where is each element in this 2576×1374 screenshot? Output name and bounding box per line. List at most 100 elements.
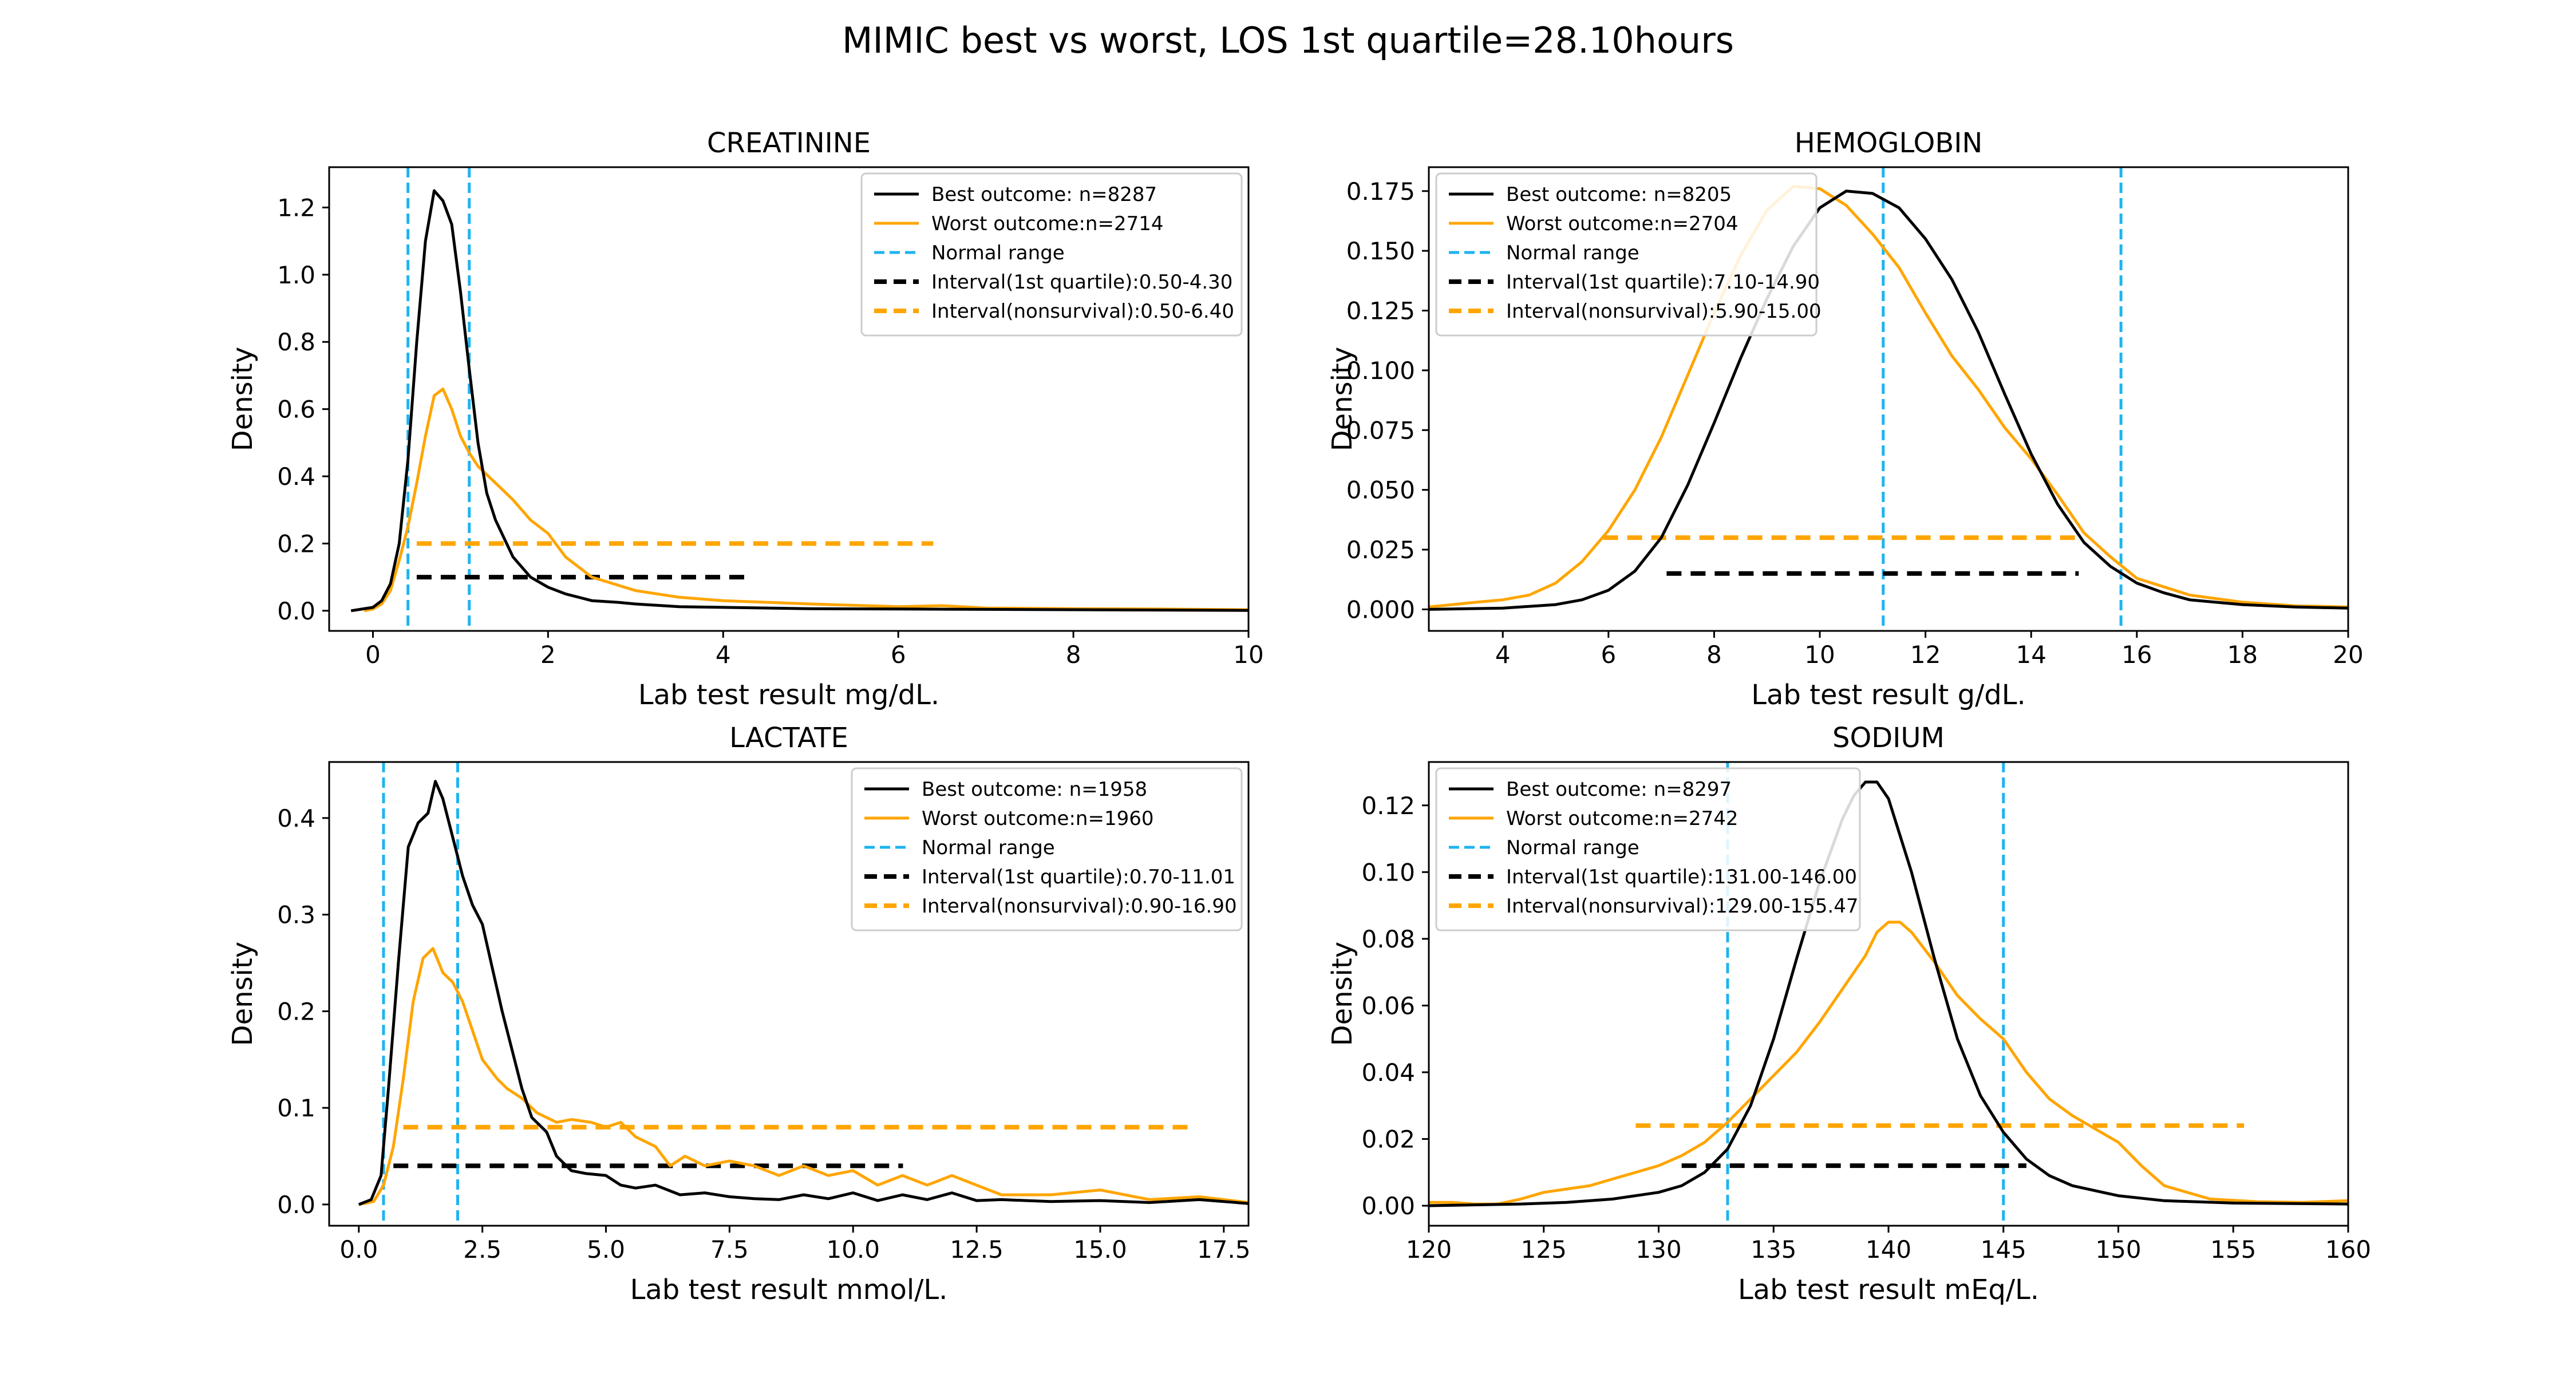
x-tick-label: 130 <box>1635 1235 1681 1264</box>
y-tick-label: 0.06 <box>1361 992 1415 1020</box>
x-axis-label: Lab test result mEq/L. <box>1738 1274 2039 1306</box>
subplots-container: 0 2 4 6 8 10 0.0 0.2 0.4 0.6 0.8 1.0 1.2 CREATININE La… <box>227 127 2371 1306</box>
best-outcome-curve <box>358 780 1249 1206</box>
y-axis-label: Density <box>1326 942 1358 1046</box>
x-tick-label: 135 <box>1751 1235 1796 1264</box>
y-tick-label: 0.050 <box>1346 476 1415 504</box>
legend-entry-label: Best outcome: n=8297 <box>1506 778 1732 801</box>
x-tick-label: 5.0 <box>587 1235 625 1264</box>
y-tick-label: 0.12 <box>1361 792 1415 820</box>
axes-frame <box>328 166 1250 632</box>
legend-entry-label: Interval(1st quartile):0.50-4.30 <box>931 271 1232 294</box>
y-tick-label: 0.8 <box>277 328 315 356</box>
y-tick-label: 0.075 <box>1346 416 1415 444</box>
x-axis-label: Lab test result g/dL. <box>1751 679 2025 711</box>
x-axis-label: Lab test result mg/dL. <box>638 679 939 711</box>
legend-entry-label: Normal range <box>1506 836 1639 859</box>
worst-outcome-curve <box>1429 184 2348 609</box>
legend: Best outcome: n=8287 Worst outcome:n=2714… <box>860 172 1243 337</box>
legend: Best outcome: n=8297 Worst outcome:n=2742… <box>1435 767 1861 931</box>
x-tick-label: 14 <box>2016 641 2046 669</box>
legend-entry-label: Interval(nonsurvival):0.90-16.90 <box>922 895 1237 918</box>
legend-entry-label: Best outcome: n=8287 <box>931 183 1157 206</box>
x-tick-label: 120 <box>1406 1235 1452 1264</box>
legend-box <box>1435 172 1818 337</box>
y-tick-label: 0.150 <box>1346 237 1415 265</box>
legend-entry-label: Normal range <box>922 836 1055 859</box>
x-tick-label: 140 <box>1866 1235 1911 1264</box>
x-tick-label: 6 <box>1601 641 1616 669</box>
y-axis-label: Density <box>227 347 259 451</box>
legend-entry-label: Normal range <box>1506 242 1639 264</box>
legend-entry-label: Best outcome: n=1958 <box>922 778 1147 801</box>
x-tick-label: 16 <box>2121 641 2152 669</box>
y-tick-label: 0.02 <box>1361 1125 1415 1153</box>
axes-frame <box>328 761 1250 1227</box>
panel-creatinine: 0 2 4 6 8 10 0.0 0.2 0.4 0.6 0.8 1.0 1.2 CREATININE La… <box>227 127 1264 711</box>
y-tick-label: 0.2 <box>277 530 315 558</box>
y-tick-label: 0.2 <box>277 997 315 1025</box>
y-tick-label: 0.1 <box>277 1094 315 1122</box>
x-tick-label: 2 <box>540 641 556 669</box>
x-tick-label: 4 <box>1495 641 1511 669</box>
panel-hemoglobin: 4 6 8 10 12 14 16 18 20 0.000 0.025 0.050 0.075 0.100… <box>1326 127 2364 711</box>
x-tick-label: 6 <box>891 641 906 669</box>
panel-sodium: 120 125 130 135 140 145 150 155 160 0.00 0.02 0.04 0… <box>1326 722 2371 1306</box>
x-tick-label: 10 <box>1233 641 1263 669</box>
legend-box <box>860 172 1243 337</box>
y-tick-label: 0.4 <box>277 463 315 491</box>
x-tick-label: 125 <box>1521 1235 1567 1264</box>
x-tick-label: 18 <box>2227 641 2258 669</box>
legend-entry-label: Best outcome: n=8205 <box>1506 183 1732 206</box>
legend-entry-label: Interval(1st quartile):131.00-146.00 <box>1506 866 1857 889</box>
legend-entry-label: Interval(1st quartile):7.10-14.90 <box>1506 271 1820 294</box>
y-tick-label: 0.000 <box>1346 595 1415 623</box>
y-tick-label: 0.0 <box>277 1191 315 1219</box>
legend-entry-label: Worst outcome:n=1960 <box>922 807 1154 830</box>
best-outcome-curve <box>1429 189 2348 611</box>
plot-area <box>1429 762 2348 1226</box>
y-tick-label: 0.04 <box>1361 1059 1415 1087</box>
worst-outcome-curve <box>358 947 1249 1206</box>
y-tick-label: 0.025 <box>1346 536 1415 564</box>
x-tick-label: 150 <box>2095 1235 2141 1264</box>
best-outcome-curve <box>350 189 1249 613</box>
legend-entry-label: Interval(1st quartile):0.70-11.01 <box>922 866 1235 889</box>
x-tick-label: 2.5 <box>463 1235 501 1264</box>
x-tick-label: 8 <box>1066 641 1081 669</box>
x-tick-label: 160 <box>2325 1235 2371 1264</box>
y-tick-label: 0.10 <box>1361 858 1415 886</box>
y-tick-label: 1.2 <box>277 194 315 222</box>
x-tick-label: 12 <box>1910 641 1941 669</box>
x-tick-label: 12.5 <box>950 1235 1003 1264</box>
panel-lactate: 0.0 2.5 5.0 7.5 10.0 12.5 15.0 17.5 0.0 0.1 0.2 0.3… <box>227 722 1251 1306</box>
x-axis-label: Lab test result mmol/L. <box>630 1274 948 1306</box>
worst-outcome-curve <box>364 387 1249 613</box>
legend-entry-label: Interval(nonsurvival):5.90-15.00 <box>1506 300 1822 323</box>
legend: Best outcome: n=8205 Worst outcome:n=2704… <box>1435 172 1822 337</box>
x-tick-label: 7.5 <box>710 1235 749 1264</box>
figure-title: MIMIC best vs worst, LOS 1st quartile=28… <box>842 19 1734 61</box>
x-tick-label: 4 <box>716 641 731 669</box>
y-tick-label: 0.08 <box>1361 925 1415 953</box>
y-tick-label: 0.100 <box>1346 357 1415 385</box>
x-tick-label: 15.0 <box>1073 1235 1127 1264</box>
x-tick-label: 0.0 <box>339 1235 378 1264</box>
x-tick-label: 8 <box>1706 641 1722 669</box>
legend-box <box>851 767 1243 931</box>
x-tick-label: 10 <box>1804 641 1835 669</box>
y-tick-label: 0.125 <box>1346 297 1415 325</box>
x-tick-label: 10.0 <box>826 1235 880 1264</box>
x-tick-label: 0 <box>365 641 381 669</box>
y-tick-label: 0.6 <box>277 396 315 424</box>
x-tick-label: 145 <box>1981 1235 2026 1264</box>
x-tick-label: 20 <box>2333 641 2363 669</box>
best-outcome-curve <box>1429 780 2348 1207</box>
legend-entry-label: Interval(nonsurvival):0.50-6.40 <box>931 300 1234 323</box>
y-tick-label: 0.00 <box>1361 1192 1415 1220</box>
y-tick-label: 0.175 <box>1346 177 1415 206</box>
axes-frame <box>1428 166 2349 632</box>
plot-area <box>1429 167 2348 631</box>
